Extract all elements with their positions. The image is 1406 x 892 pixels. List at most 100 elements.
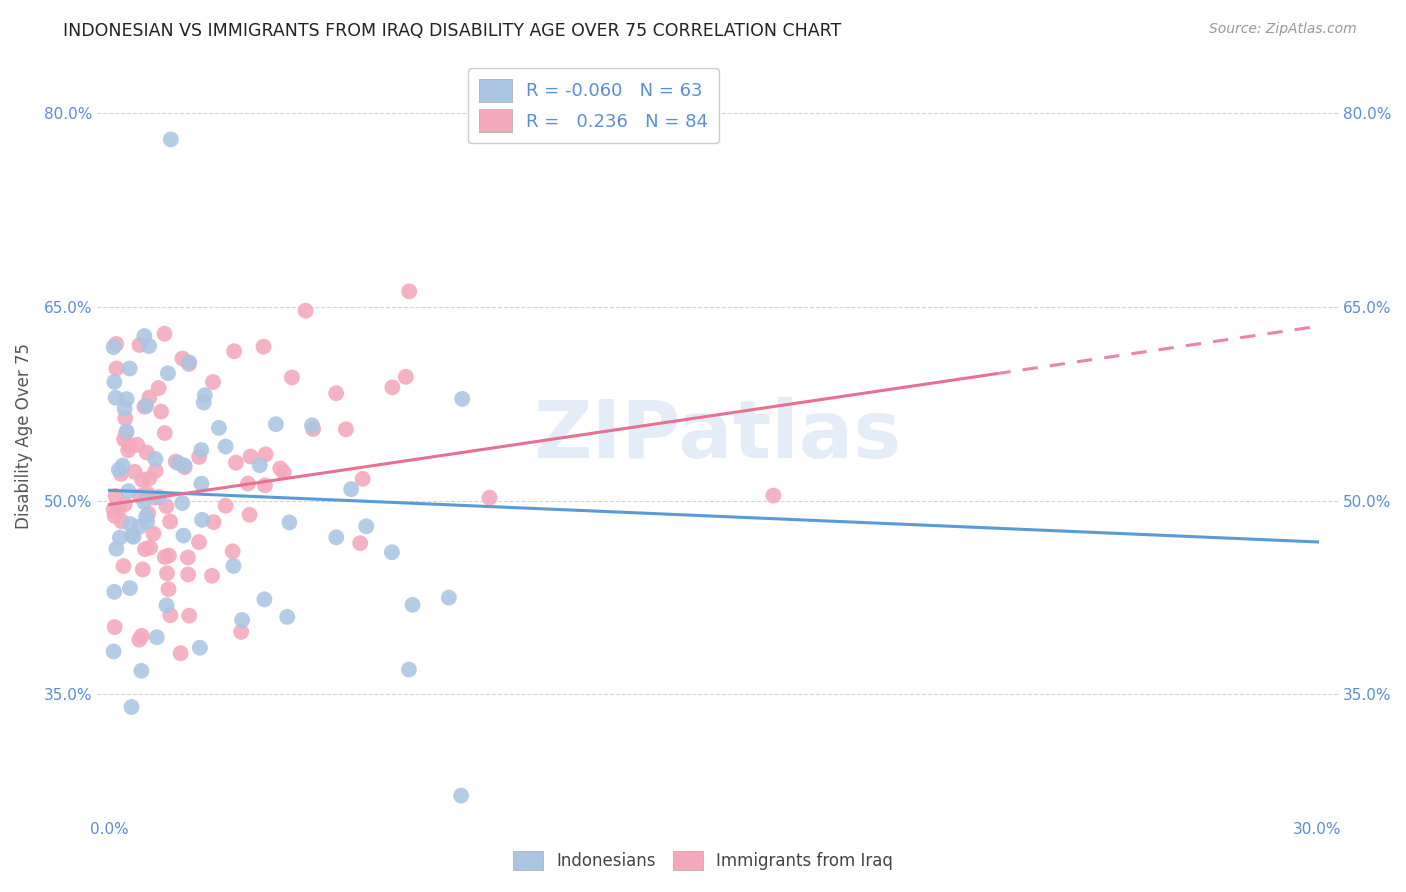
Point — [177, 567, 200, 582]
Point — [214, 440, 236, 454]
Point — [148, 381, 170, 395]
Point — [352, 472, 374, 486]
Point — [335, 422, 357, 436]
Point — [276, 610, 298, 624]
Point — [114, 401, 136, 416]
Point — [231, 613, 253, 627]
Point — [117, 484, 139, 499]
Point — [103, 340, 125, 354]
Point — [145, 452, 167, 467]
Point — [128, 519, 150, 533]
Point — [437, 591, 460, 605]
Point — [478, 491, 501, 505]
Point — [134, 329, 156, 343]
Point — [398, 285, 420, 299]
Point — [118, 361, 141, 376]
Point — [136, 486, 159, 500]
Point — [121, 528, 143, 542]
Point — [177, 357, 200, 371]
Point — [172, 351, 194, 366]
Point — [138, 471, 160, 485]
Point — [160, 132, 183, 146]
Point — [155, 499, 177, 513]
Point — [269, 461, 291, 475]
Point — [222, 344, 245, 359]
Point — [138, 339, 160, 353]
Point — [253, 592, 276, 607]
Point — [114, 411, 136, 425]
Point — [110, 514, 132, 528]
Point — [122, 530, 145, 544]
Point — [191, 513, 214, 527]
Point — [325, 530, 347, 544]
Point — [340, 482, 363, 496]
Point — [124, 465, 146, 479]
Point — [165, 455, 187, 469]
Point — [167, 456, 190, 470]
Point — [450, 789, 472, 803]
Point — [105, 541, 128, 556]
Point — [208, 421, 231, 435]
Point — [273, 466, 295, 480]
Point — [112, 432, 135, 446]
Point — [117, 443, 139, 458]
Point — [155, 599, 177, 613]
Point — [202, 375, 225, 389]
Point — [135, 509, 157, 524]
Point — [177, 550, 200, 565]
Point — [127, 438, 149, 452]
Point — [381, 545, 404, 559]
Point — [188, 640, 211, 655]
Point — [118, 581, 141, 595]
Point — [173, 458, 195, 473]
Point — [190, 476, 212, 491]
Point — [135, 399, 157, 413]
Point — [194, 388, 217, 402]
Point — [172, 496, 194, 510]
Point — [249, 458, 271, 473]
Point — [145, 464, 167, 478]
Point — [103, 375, 125, 389]
Point — [153, 549, 176, 564]
Point — [136, 507, 159, 521]
Point — [281, 370, 304, 384]
Point — [108, 531, 131, 545]
Point — [190, 442, 212, 457]
Y-axis label: Disability Age Over 75: Disability Age Over 75 — [15, 343, 32, 529]
Point — [110, 467, 132, 481]
Point — [153, 326, 176, 341]
Point — [128, 338, 150, 352]
Point — [252, 340, 274, 354]
Point — [239, 508, 262, 522]
Point — [201, 569, 224, 583]
Point — [107, 502, 129, 516]
Point — [179, 355, 201, 369]
Point — [156, 566, 179, 581]
Point — [120, 516, 142, 531]
Point — [229, 624, 252, 639]
Point — [157, 582, 180, 597]
Point — [451, 392, 474, 406]
Point — [325, 386, 347, 401]
Point — [131, 629, 153, 643]
Point — [173, 460, 195, 475]
Point — [111, 458, 134, 473]
Point — [134, 400, 156, 414]
Text: Source: ZipAtlas.com: Source: ZipAtlas.com — [1209, 22, 1357, 37]
Point — [221, 544, 243, 558]
Point — [172, 528, 194, 542]
Point — [132, 562, 155, 576]
Point — [146, 630, 169, 644]
Point — [395, 370, 418, 384]
Point — [108, 463, 131, 477]
Point — [121, 700, 143, 714]
Point — [143, 491, 166, 505]
Point — [103, 644, 125, 658]
Point — [139, 541, 162, 555]
Point — [354, 519, 377, 533]
Point — [762, 489, 785, 503]
Point — [103, 502, 125, 516]
Point — [131, 664, 153, 678]
Point — [131, 473, 153, 487]
Point — [148, 490, 170, 504]
